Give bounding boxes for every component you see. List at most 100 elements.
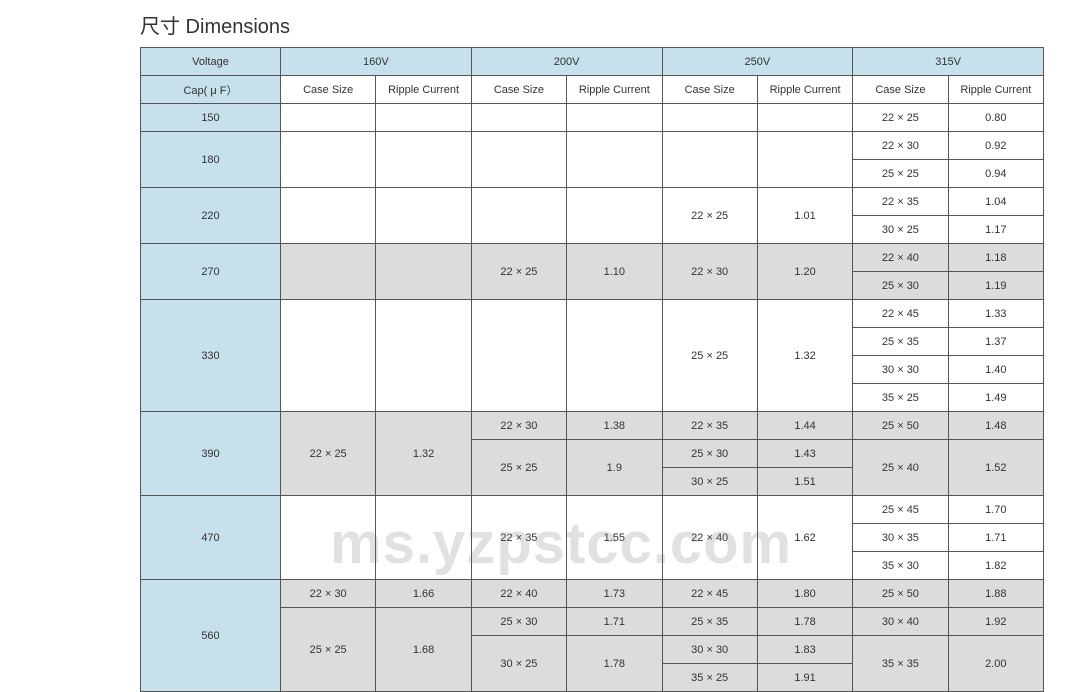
- case-size-cell: 22 × 30: [853, 132, 948, 160]
- cap-cell: 470: [141, 496, 281, 580]
- header-rc: Ripple Current: [567, 76, 662, 104]
- ripple-current-cell: [376, 244, 471, 300]
- case-size-cell: [281, 496, 376, 580]
- case-size-cell: 35 × 25: [853, 384, 948, 412]
- ripple-current-cell: 1.91: [757, 664, 852, 692]
- case-size-cell: 25 × 30: [471, 608, 566, 636]
- ripple-current-cell: 1.17: [948, 216, 1043, 244]
- case-size-cell: 22 × 25: [662, 188, 757, 244]
- case-size-cell: 22 × 30: [471, 412, 566, 440]
- ripple-current-cell: [567, 132, 662, 188]
- case-size-cell: 35 × 25: [662, 664, 757, 692]
- header-cs: Case Size: [471, 76, 566, 104]
- ripple-current-cell: [567, 104, 662, 132]
- case-size-cell: 22 × 45: [662, 580, 757, 608]
- case-size-cell: [281, 300, 376, 412]
- header-voltage: Voltage: [141, 48, 281, 76]
- case-size-cell: 25 × 40: [853, 440, 948, 496]
- ripple-current-cell: 1.33: [948, 300, 1043, 328]
- ripple-current-cell: [376, 104, 471, 132]
- ripple-current-cell: 1.88: [948, 580, 1043, 608]
- case-size-cell: 22 × 35: [471, 496, 566, 580]
- case-size-cell: 22 × 25: [471, 244, 566, 300]
- ripple-current-cell: [376, 132, 471, 188]
- ripple-current-cell: 1.70: [948, 496, 1043, 524]
- case-size-cell: [471, 132, 566, 188]
- case-size-cell: [471, 104, 566, 132]
- case-size-cell: 25 × 30: [662, 440, 757, 468]
- ripple-current-cell: 1.19: [948, 272, 1043, 300]
- case-size-cell: [662, 132, 757, 188]
- case-size-cell: 22 × 25: [281, 412, 376, 496]
- case-size-cell: 22 × 40: [853, 244, 948, 272]
- ripple-current-cell: 1.80: [757, 580, 852, 608]
- ripple-current-cell: [567, 188, 662, 244]
- case-size-cell: 25 × 35: [662, 608, 757, 636]
- case-size-cell: 25 × 50: [853, 580, 948, 608]
- ripple-current-cell: 2.00: [948, 636, 1043, 692]
- case-size-cell: [662, 104, 757, 132]
- ripple-current-cell: 1.78: [567, 636, 662, 692]
- ripple-current-cell: [376, 188, 471, 244]
- case-size-cell: [281, 104, 376, 132]
- case-size-cell: 35 × 30: [853, 552, 948, 580]
- case-size-cell: 30 × 25: [662, 468, 757, 496]
- case-size-cell: 35 × 35: [853, 636, 948, 692]
- ripple-current-cell: 1.71: [948, 524, 1043, 552]
- ripple-current-cell: 1.68: [376, 608, 471, 692]
- ripple-current-cell: 1.83: [757, 636, 852, 664]
- cap-cell: 330: [141, 300, 281, 412]
- case-size-cell: 22 × 35: [853, 188, 948, 216]
- header-rc: Ripple Current: [376, 76, 471, 104]
- header-cs: Case Size: [281, 76, 376, 104]
- case-size-cell: 22 × 30: [662, 244, 757, 300]
- ripple-current-cell: 1.37: [948, 328, 1043, 356]
- cap-cell: 390: [141, 412, 281, 496]
- ripple-current-cell: 1.9: [567, 440, 662, 496]
- ripple-current-cell: 1.49: [948, 384, 1043, 412]
- ripple-current-cell: 1.32: [376, 412, 471, 496]
- case-size-cell: 25 × 35: [853, 328, 948, 356]
- case-size-cell: 30 × 40: [853, 608, 948, 636]
- ripple-current-cell: 1.43: [757, 440, 852, 468]
- ripple-current-cell: 1.92: [948, 608, 1043, 636]
- case-size-cell: 25 × 25: [662, 300, 757, 412]
- cap-cell: 220: [141, 188, 281, 244]
- ripple-current-cell: [757, 132, 852, 188]
- header-cap: Cap( μ F）: [141, 76, 281, 104]
- cap-cell: 150: [141, 104, 281, 132]
- header-rc: Ripple Current: [948, 76, 1043, 104]
- ripple-current-cell: 1.55: [567, 496, 662, 580]
- case-size-cell: 30 × 35: [853, 524, 948, 552]
- ripple-current-cell: 1.62: [757, 496, 852, 580]
- case-size-cell: [471, 300, 566, 412]
- ripple-current-cell: 1.18: [948, 244, 1043, 272]
- ripple-current-cell: 0.80: [948, 104, 1043, 132]
- case-size-cell: 25 × 25: [853, 160, 948, 188]
- header-v250: 250V: [662, 48, 853, 76]
- header-v200: 200V: [471, 48, 662, 76]
- ripple-current-cell: 1.32: [757, 300, 852, 412]
- header-v160: 160V: [281, 48, 472, 76]
- ripple-current-cell: [376, 300, 471, 412]
- case-size-cell: 30 × 30: [662, 636, 757, 664]
- ripple-current-cell: [376, 496, 471, 580]
- ripple-current-cell: 1.51: [757, 468, 852, 496]
- case-size-cell: [471, 188, 566, 244]
- cap-cell: 270: [141, 244, 281, 300]
- ripple-current-cell: 1.01: [757, 188, 852, 244]
- ripple-current-cell: 1.44: [757, 412, 852, 440]
- cap-cell: 560: [141, 580, 281, 692]
- ripple-current-cell: 0.92: [948, 132, 1043, 160]
- case-size-cell: 25 × 50: [853, 412, 948, 440]
- ripple-current-cell: 1.82: [948, 552, 1043, 580]
- case-size-cell: [281, 132, 376, 188]
- ripple-current-cell: 1.10: [567, 244, 662, 300]
- ripple-current-cell: 1.71: [567, 608, 662, 636]
- dimensions-table: Voltage 160V 200V 250V 315V Cap( μ F） Ca…: [140, 47, 1044, 692]
- case-size-cell: [281, 188, 376, 244]
- case-size-cell: 25 × 25: [471, 440, 566, 496]
- case-size-cell: 22 × 40: [471, 580, 566, 608]
- ripple-current-cell: 1.48: [948, 412, 1043, 440]
- case-size-cell: 25 × 30: [853, 272, 948, 300]
